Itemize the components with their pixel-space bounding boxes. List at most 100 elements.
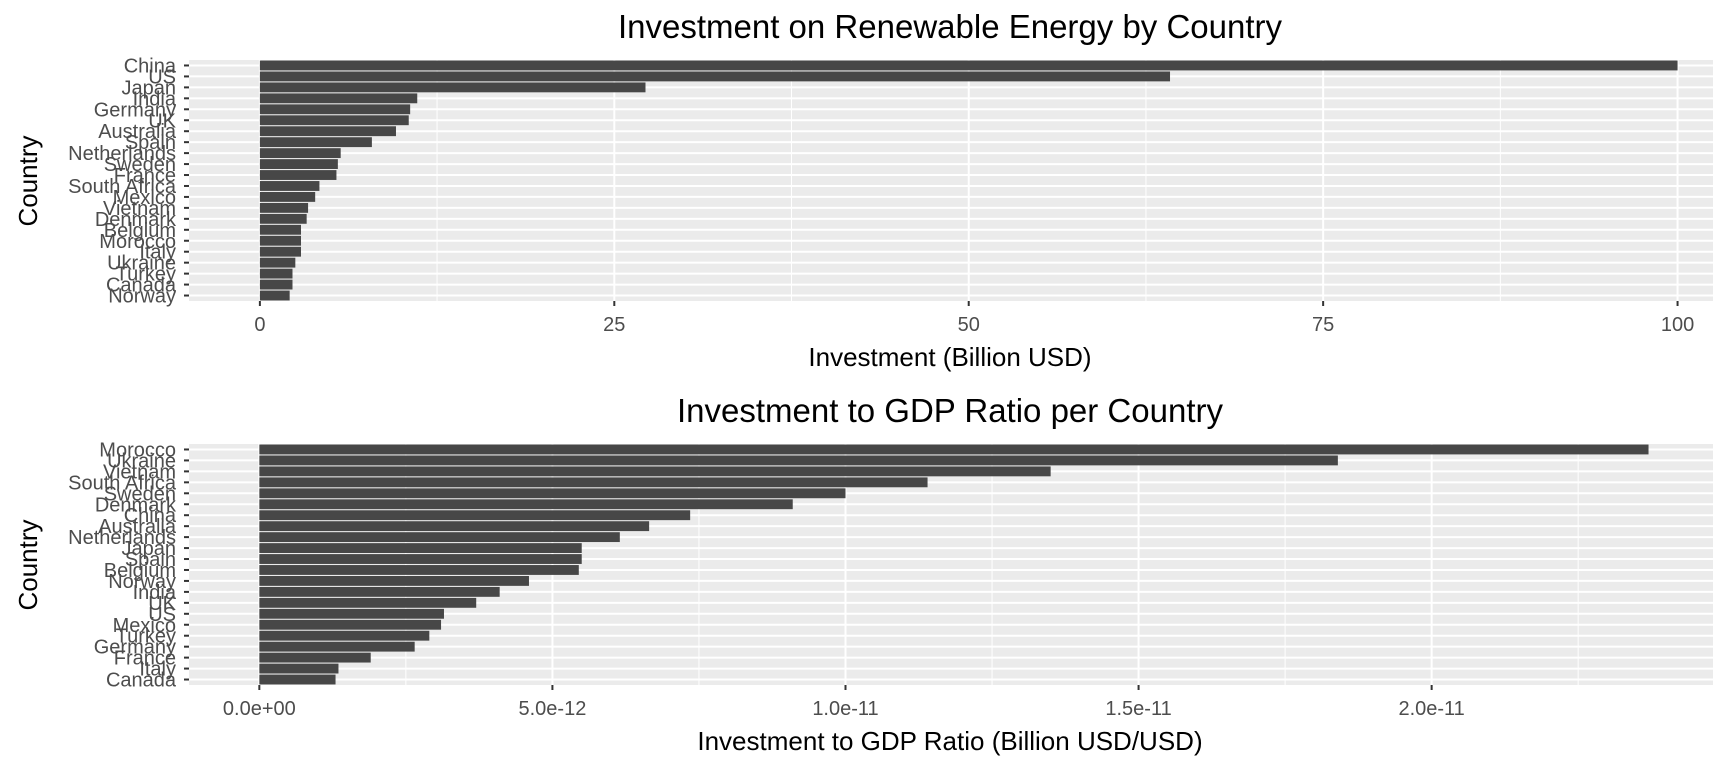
bar <box>259 170 337 180</box>
y-tick-label: Japan <box>122 77 177 99</box>
y-tick-label: Germany <box>94 99 176 121</box>
bar <box>259 565 579 575</box>
bar <box>259 257 296 268</box>
y-tick-label: Germany <box>94 637 176 659</box>
bar <box>259 543 582 553</box>
x-tick-label: 1.5e-11 <box>1105 698 1171 720</box>
bar <box>259 268 293 279</box>
chart-investment: Investment on Renewable Energy by Countr… <box>13 8 1713 372</box>
x-axis-label: Investment (Billion USD) <box>808 342 1091 372</box>
bar <box>259 60 1678 71</box>
y-tick-label: Australia <box>98 121 177 143</box>
y-tick-label: Morocco <box>99 231 176 253</box>
y-axis-label: Country <box>13 519 43 610</box>
bar <box>259 521 650 532</box>
y-tick-label: Norway <box>108 571 176 593</box>
bar <box>259 202 309 213</box>
y-tick-label: UK <box>148 593 176 615</box>
y-axis-label: Country <box>13 135 43 226</box>
bar <box>259 652 371 663</box>
bar <box>259 510 691 521</box>
x-ticks: 0.0e+00 5.0e-12 1.0e-11 1.5e-11 2.0e-11 <box>223 685 1465 720</box>
bars <box>259 60 1678 301</box>
bar <box>259 192 316 202</box>
y-tick-label: India <box>133 582 177 604</box>
y-tick-label: China <box>124 505 177 527</box>
y-tick-label: South Africa <box>68 472 177 494</box>
bar <box>259 488 846 499</box>
bar <box>259 82 646 93</box>
y-tick-label: Italy <box>139 659 176 681</box>
y-tick-label: Vietnam <box>103 198 176 220</box>
y-tick-label: Sweden <box>104 483 176 505</box>
bar <box>259 499 793 510</box>
y-tick-label: Canada <box>106 275 177 297</box>
y-tick-label: Netherlands <box>68 527 176 549</box>
chart-title: Investment to GDP Ratio per Country <box>677 392 1223 429</box>
y-tick-label: Japan <box>122 538 177 560</box>
y-tick-label: Spain <box>125 549 176 571</box>
y-tick-label: Canada <box>106 670 177 692</box>
y-tick-label: India <box>133 88 177 110</box>
bar <box>259 554 582 564</box>
bar <box>259 104 411 115</box>
x-tick-label: 100 <box>1661 314 1694 336</box>
y-tick-label: US <box>148 604 176 626</box>
y-tick-labels: ChinaUSJapanIndiaGermanyUKAustraliaSpain… <box>68 55 189 308</box>
x-tick-label: 25 <box>603 314 625 336</box>
bar <box>259 235 301 246</box>
y-tick-label: Netherlands <box>68 143 176 165</box>
bar <box>259 619 442 630</box>
bar <box>259 126 396 137</box>
bar <box>259 586 500 597</box>
bar <box>259 674 336 685</box>
y-tick-label: Italy <box>139 242 176 264</box>
bar <box>259 71 1171 82</box>
y-tick-label: France <box>114 648 176 670</box>
bar <box>259 213 307 224</box>
bar <box>259 641 415 652</box>
x-tick-label: 5.0e-12 <box>518 698 586 720</box>
bar <box>259 630 430 641</box>
chart-gdp-ratio: Investment to GDP Ratio per Country Moro… <box>13 392 1713 756</box>
bar <box>259 279 293 290</box>
y-tick-label: UK <box>148 110 176 132</box>
y-tick-label: Australia <box>98 516 177 538</box>
y-tick-label: France <box>114 165 176 187</box>
bar <box>259 148 341 159</box>
bar <box>259 532 620 543</box>
bar <box>259 576 529 586</box>
y-tick-label: Ukraine <box>107 450 176 472</box>
x-ticks: 0 25 50 75 100 <box>254 301 1694 336</box>
chart-title: Investment on Renewable Energy by Countr… <box>618 8 1283 45</box>
bars <box>259 444 1649 685</box>
bar <box>259 663 339 674</box>
bar <box>259 466 1051 477</box>
y-tick-label: Ukraine <box>107 253 176 275</box>
bar <box>259 455 1338 466</box>
y-tick-label: Belgium <box>104 560 176 582</box>
y-tick-label: Denmark <box>95 209 177 231</box>
bar <box>259 181 320 191</box>
y-tick-label: Vietnam <box>103 461 176 483</box>
y-tick-label: Mexico <box>113 615 176 637</box>
y-tick-label: Belgium <box>104 220 176 242</box>
y-tick-label: Mexico <box>113 187 176 209</box>
bar <box>259 597 477 608</box>
x-tick-label: 0 <box>254 314 265 336</box>
y-tick-label: Morocco <box>99 439 176 461</box>
bar <box>259 224 301 235</box>
y-tick-label: US <box>148 66 176 88</box>
bar <box>259 444 1649 455</box>
bar <box>259 137 372 148</box>
bar <box>259 290 290 301</box>
bar <box>259 608 444 619</box>
x-tick-label: 1.0e-11 <box>812 698 878 720</box>
x-tick-label: 0.0e+00 <box>223 698 296 720</box>
y-tick-label: Turkey <box>116 626 176 648</box>
bar <box>259 477 928 488</box>
y-tick-label: Denmark <box>95 494 177 516</box>
bar <box>259 246 301 257</box>
